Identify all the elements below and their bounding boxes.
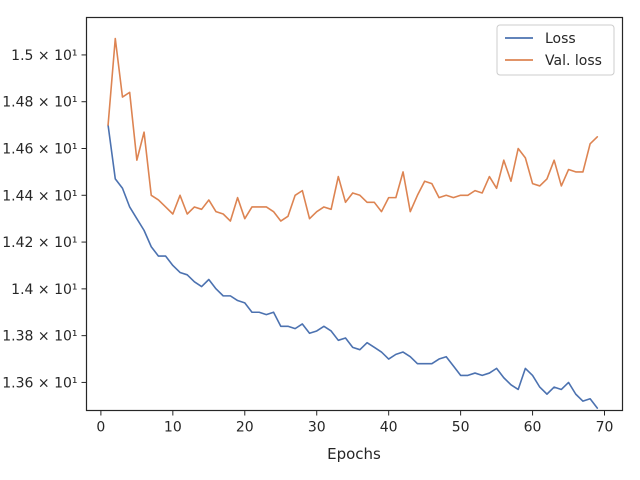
x-tick-label: 30 [308,420,326,436]
series-layer [107,37,599,409]
y-tick-label: 1.46 × 10¹ [2,142,77,158]
x-tick-label: 40 [380,420,398,436]
x-axis-label: Epochs [327,445,381,463]
y-tick-label: 1.5 × 10¹ [11,48,77,64]
x-tick-label: 70 [596,420,614,436]
legend: Loss Val. loss [496,24,615,76]
plot-frame [85,16,624,412]
x-tick-label: 20 [236,420,254,436]
y-tick-label: 1.48 × 10¹ [2,95,77,111]
y-tick-label: 1.4 × 10¹ [11,282,77,298]
series-line-loss [107,124,599,409]
x-tick-label: 50 [452,420,470,436]
y-tick-label: 1.42 × 10¹ [2,235,77,251]
y-axis: 1.36 × 10¹ 1.38 × 10¹ 1.4 × 10¹ 1.42 × 10¹ 1… [2,48,87,391]
x-tick-label: 60 [524,420,542,436]
y-tick-label: 1.36 × 10¹ [2,375,77,391]
y-tick-label: 1.38 × 10¹ [2,329,77,345]
series-line-val-loss [107,37,599,222]
x-tick-label: 0 [96,420,105,436]
x-tick-label: 10 [164,420,182,436]
legend-label-loss: Loss [545,31,576,47]
x-axis: 0 10 20 30 40 50 60 70 [96,410,614,436]
legend-label-val-loss: Val. loss [545,53,602,69]
y-tick-label: 1.44 × 10¹ [2,188,77,204]
